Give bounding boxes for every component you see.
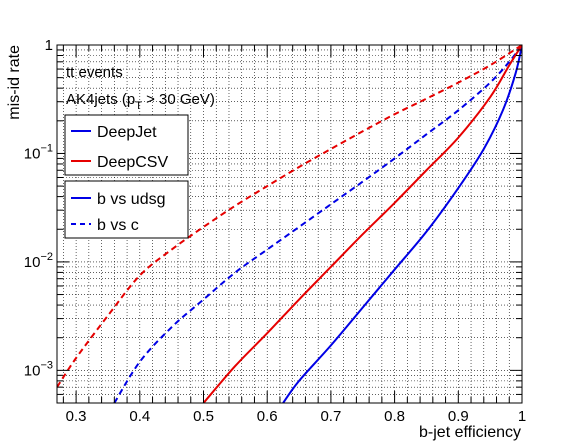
x-tick-label: 1 bbox=[518, 408, 526, 425]
y-tick-base: 10 bbox=[24, 145, 41, 162]
y-tick-base: 10 bbox=[24, 362, 41, 379]
legend-taggers: DeepJet DeepCSV bbox=[65, 115, 188, 175]
annotation-selection-main: AK4jets (p bbox=[66, 91, 135, 108]
x-tick-label: 0.9 bbox=[448, 408, 469, 425]
legend-styles: b vs udsg b vs c bbox=[65, 181, 188, 238]
x-tick-label: 0.8 bbox=[384, 408, 405, 425]
legend-deepcsv-label: DeepCSV bbox=[97, 154, 168, 171]
x-tick-label: 0.4 bbox=[129, 408, 150, 425]
legend-deepjet-label: DeepJet bbox=[97, 124, 157, 141]
y-tick-exponent: −2 bbox=[40, 251, 53, 263]
y-tick-exponent: −1 bbox=[40, 142, 53, 154]
y-tick-base: 10 bbox=[24, 254, 41, 271]
y-tick-exponent: −3 bbox=[40, 359, 53, 371]
x-tick-label: 0.3 bbox=[66, 408, 87, 425]
x-tick-label: 0.5 bbox=[193, 408, 214, 425]
legend-b-vs-c-label: b vs c bbox=[97, 217, 139, 234]
annotation-selection-rest: > 30 GeV) bbox=[142, 91, 215, 108]
x-tick-label: 0.6 bbox=[257, 408, 278, 425]
y-axis-title: mis-id rate bbox=[6, 45, 23, 120]
x-tick-label: 0.7 bbox=[320, 408, 341, 425]
x-axis-title: b-jet efficiency bbox=[419, 424, 521, 441]
y-tick-label: 1 bbox=[45, 37, 53, 54]
legend-b-vs-udsg-label: b vs udsg bbox=[97, 191, 165, 208]
annotation-process: tt events bbox=[66, 64, 123, 81]
